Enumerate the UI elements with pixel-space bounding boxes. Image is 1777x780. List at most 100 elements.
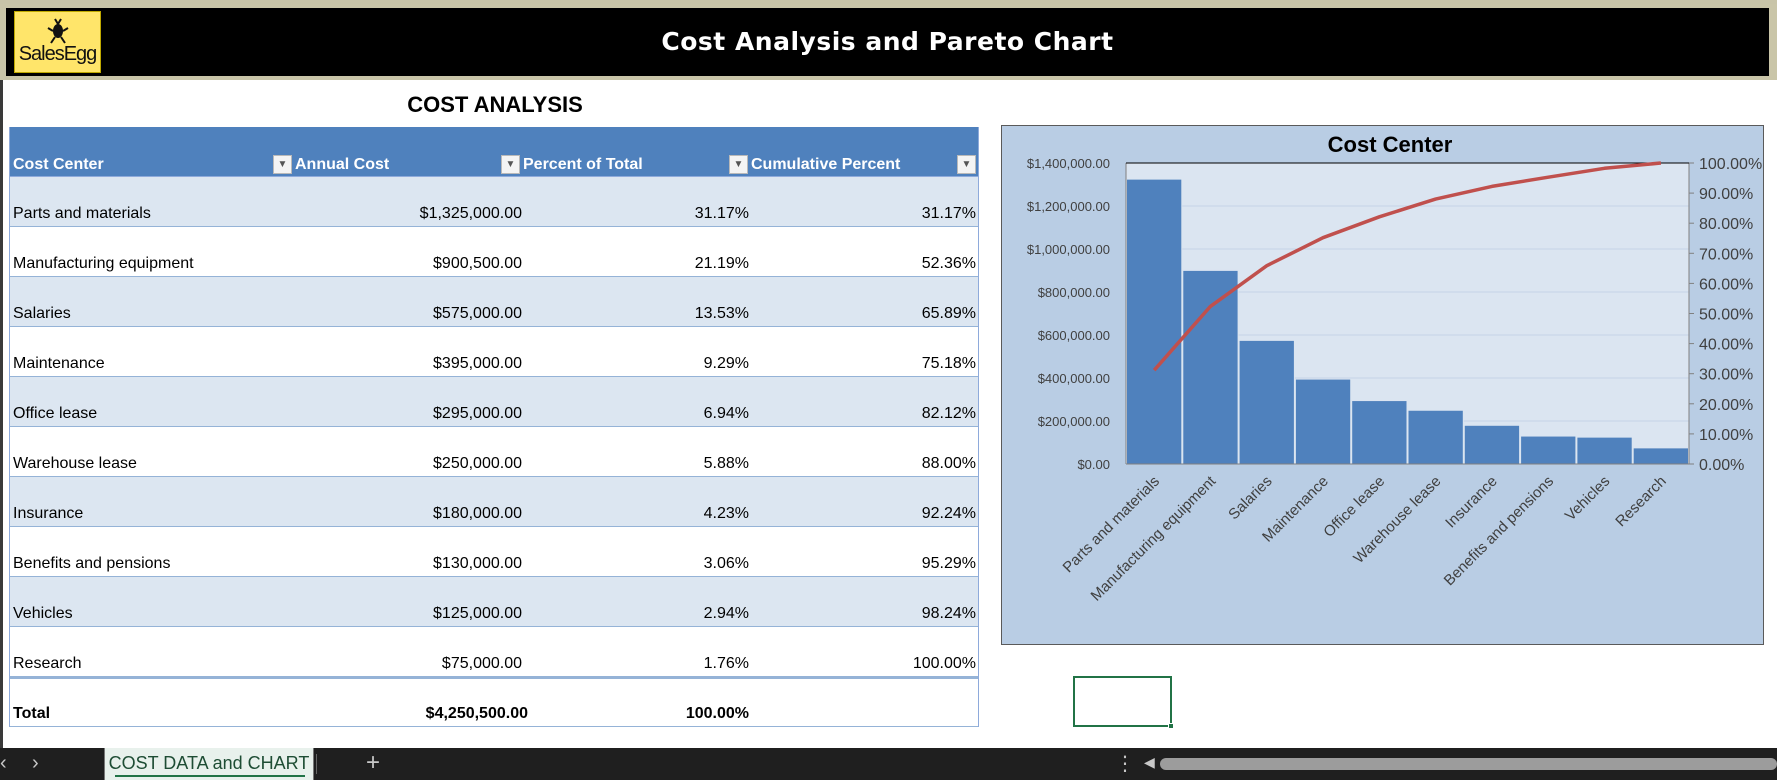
fill-handle[interactable] [1168,723,1174,729]
cell-percent-total[interactable]: 1.76% [703,655,749,672]
cell-total-annual-cost[interactable]: $4,250,500.00 [425,705,528,722]
bar[interactable] [1294,378,1352,465]
bar[interactable] [1407,409,1464,465]
left-rule [0,80,3,748]
cell-annual-cost[interactable]: $75,000.00 [441,655,522,672]
cell-cumulative-percent[interactable]: 98.24% [921,605,976,622]
header-inner: SalesEgg Cost Analysis and Pareto Chart [6,8,1769,76]
salesegg-logo: SalesEgg [14,11,101,73]
cell-annual-cost[interactable]: $125,000.00 [433,605,522,622]
bar[interactable] [1351,400,1408,465]
page-title: Cost Analysis and Pareto Chart [661,27,1114,56]
cost-table: Cost Center ▼ Annual Cost ▼ Percent of T… [9,127,979,727]
table-row[interactable]: Benefits and pensions $130,000.00 3.06% … [10,527,978,577]
x-category-label: Benefits and pensions [1441,473,1557,589]
bar[interactable] [1182,269,1239,465]
bar[interactable] [1520,435,1577,465]
cell-percent-total[interactable]: 5.88% [703,455,749,472]
cell-cumulative-percent[interactable]: 92.24% [921,505,976,522]
bar[interactable] [1576,436,1633,465]
bar[interactable] [1463,424,1521,465]
sheet-tab-bar: ‹ › COST DATA and CHART + ⋮ ◀ [0,748,1777,780]
cell-cost-center[interactable]: Benefits and pensions [13,555,171,572]
filter-dropdown-cumulative-percent[interactable]: ▼ [957,155,976,174]
y2-tick-label: 70.00% [1699,246,1753,263]
cell-percent-total[interactable]: 9.29% [703,355,749,372]
y2-tick-label: 30.00% [1699,367,1753,384]
table-row[interactable]: Research $75,000.00 1.76% 100.00% [10,627,978,677]
table-row[interactable]: Salaries $575,000.00 13.53% 65.89% [10,277,978,327]
cell-percent-total[interactable]: 4.23% [703,505,749,522]
more-options-icon[interactable]: ⋮ [1115,753,1135,775]
cell-annual-cost[interactable]: $295,000.00 [433,405,522,422]
y2-tick-label: 10.00% [1699,427,1753,444]
cell-cumulative-percent[interactable]: 88.00% [921,455,976,472]
header-cost-center: Cost Center [13,156,104,173]
cell-annual-cost[interactable]: $250,000.00 [433,455,522,472]
header-percent-total: Percent of Total [523,156,643,173]
cell-annual-cost[interactable]: $180,000.00 [433,505,522,522]
y-tick-label: $1,200,000.00 [1027,199,1110,214]
horizontal-scrollbar[interactable] [1160,758,1777,770]
cell-total-label[interactable]: Total [13,705,51,722]
table-row[interactable]: Vehicles $125,000.00 2.94% 98.24% [10,577,978,627]
cell-percent-total[interactable]: 3.06% [703,555,749,572]
cell-annual-cost[interactable]: $575,000.00 [433,305,522,322]
scroll-tabs-first-icon[interactable]: ‹ [0,752,7,774]
cell-cumulative-percent[interactable]: 82.12% [921,405,976,422]
table-row[interactable]: Office lease $295,000.00 6.94% 82.12% [10,377,978,427]
bar[interactable] [1126,178,1183,465]
bar[interactable] [1632,447,1690,465]
table-total-row[interactable]: Total $4,250,500.00 100.00% [10,677,978,727]
cell-cost-center[interactable]: Vehicles [13,605,73,622]
header-annual-cost: Annual Cost [295,156,390,173]
scroll-tabs-right-icon[interactable]: › [32,752,39,774]
cell-cost-center[interactable]: Maintenance [13,355,105,372]
cell-cost-center[interactable]: Salaries [13,305,71,322]
x-category-label: Vehicles [1562,473,1614,525]
cell-cumulative-percent[interactable]: 75.18% [921,355,976,372]
cumulative-percent-line[interactable] [1152,161,1662,372]
y2-tick-label: 40.00% [1699,337,1753,354]
cell-percent-total[interactable]: 6.94% [703,405,749,422]
pareto-chart[interactable]: $0.00 $200,000.00 $400,000.00 $600,000.00 $8… [1001,125,1764,645]
filter-dropdown-cost-center[interactable]: ▼ [273,155,292,174]
sheet-tab-cost-data[interactable]: COST DATA and CHART [104,748,314,780]
cell-cost-center[interactable]: Insurance [13,505,84,522]
table-row[interactable]: Maintenance $395,000.00 9.29% 75.18% [10,327,978,377]
cell-cost-center[interactable]: Parts and materials [13,205,151,222]
cell-percent-total[interactable]: 31.17% [694,205,749,222]
y-tick-label: $1,000,000.00 [1027,242,1110,257]
scroll-left-icon[interactable]: ◀ [1144,754,1155,770]
cell-cost-center[interactable]: Office lease [13,405,98,422]
table-row[interactable]: Manufacturing equipment $900,500.00 21.1… [10,227,978,277]
table-row[interactable]: Insurance $180,000.00 4.23% 92.24% [10,477,978,527]
filter-dropdown-annual-cost[interactable]: ▼ [501,155,520,174]
cell-cumulative-percent[interactable]: 100.00% [912,655,976,672]
cell-cumulative-percent[interactable]: 31.17% [921,205,976,222]
y2-tick-label: 80.00% [1699,216,1753,233]
cell-cost-center[interactable]: Warehouse lease [13,455,137,472]
cell-percent-total[interactable]: 2.94% [703,605,749,622]
cell-cumulative-percent[interactable]: 95.29% [921,555,976,572]
cell-cumulative-percent[interactable]: 52.36% [921,255,976,272]
cell-annual-cost[interactable]: $130,000.00 [433,555,522,572]
selected-cell[interactable] [1073,676,1174,729]
cell-cost-center[interactable]: Research [13,655,82,672]
bar[interactable] [1238,339,1295,465]
cell-annual-cost[interactable]: $395,000.00 [433,355,522,372]
cell-percent-total[interactable]: 13.53% [694,305,749,322]
cell-total-percent[interactable]: 100.00% [685,705,749,722]
cell-cumulative-percent[interactable]: 65.89% [921,305,976,322]
cell-annual-cost[interactable]: $1,325,000.00 [419,205,522,222]
table-row[interactable]: Parts and materials $1,325,000.00 31.17%… [10,177,978,227]
y-tick-label: $200,000.00 [1038,414,1110,429]
add-sheet-button[interactable]: + [366,749,381,776]
cell-percent-total[interactable]: 21.19% [694,255,749,272]
table-row[interactable]: Warehouse lease $250,000.00 5.88% 88.00% [10,427,978,477]
cell-annual-cost[interactable]: $900,500.00 [433,255,522,272]
cell-cost-center[interactable]: Manufacturing equipment [13,255,194,272]
filter-dropdown-percent-total[interactable]: ▼ [729,155,748,174]
tab-separator [316,754,317,774]
y-tick-label: $600,000.00 [1038,328,1110,343]
